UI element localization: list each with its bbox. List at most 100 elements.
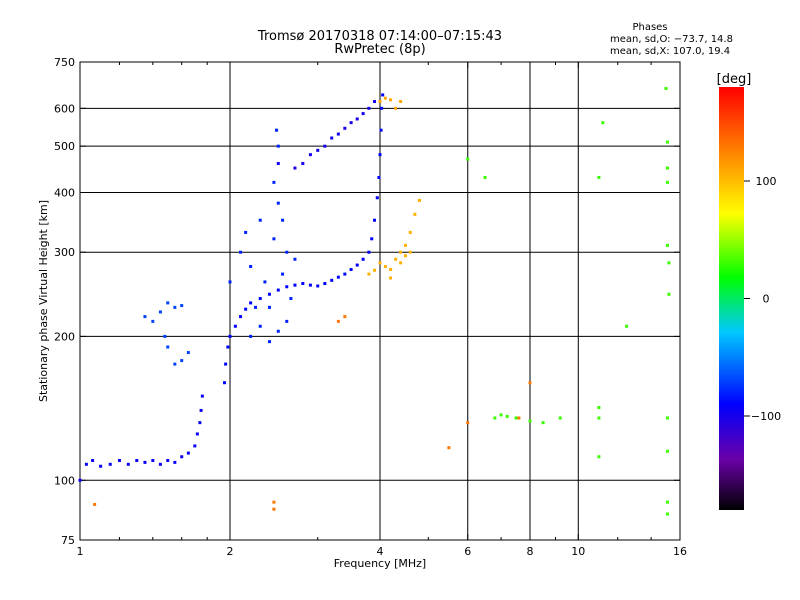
data-point — [173, 460, 177, 464]
data-point — [239, 250, 243, 254]
data-point — [166, 458, 170, 462]
data-point — [276, 329, 280, 333]
colorbar-tick-label: −100 — [751, 410, 781, 423]
y-axis-label: Stationary phase Virtual Height [km] — [37, 200, 50, 402]
data-point — [330, 278, 334, 282]
data-point — [228, 334, 232, 338]
data-point — [151, 458, 155, 462]
data-point — [173, 362, 177, 366]
data-point — [528, 381, 532, 385]
data-point — [285, 319, 289, 323]
data-point — [665, 180, 669, 184]
x-tick-label: 8 — [527, 545, 534, 558]
data-point — [253, 305, 257, 309]
data-point — [267, 340, 271, 344]
data-point — [389, 98, 393, 102]
data-point — [380, 106, 384, 110]
data-point — [281, 218, 285, 222]
data-point — [78, 478, 82, 482]
data-point — [601, 121, 605, 125]
data-point — [249, 265, 253, 269]
data-point — [93, 502, 97, 506]
data-point — [263, 280, 267, 284]
data-point — [186, 351, 190, 355]
data-point — [249, 301, 253, 305]
data-point — [375, 196, 379, 200]
data-point — [336, 132, 340, 136]
data-point — [514, 416, 518, 420]
x-tick-label: 1 — [77, 545, 84, 558]
data-point — [349, 121, 353, 125]
y-tick-label: 75 — [61, 534, 75, 547]
data-point — [275, 128, 279, 132]
data-point — [233, 324, 237, 328]
data-point — [108, 462, 112, 466]
data-point — [158, 310, 162, 314]
colorbar-tick-label: 0 — [763, 293, 770, 306]
y-tick-label: 400 — [54, 186, 75, 199]
data-point — [361, 257, 365, 261]
data-point — [173, 305, 177, 309]
data-point — [597, 175, 601, 179]
data-point — [258, 218, 262, 222]
data-point — [91, 458, 95, 462]
data-point — [117, 458, 121, 462]
data-point — [186, 451, 190, 455]
data-point — [517, 416, 521, 420]
colorbar — [719, 87, 744, 510]
data-point — [272, 500, 276, 504]
data-point — [394, 106, 398, 110]
data-point — [343, 126, 347, 130]
data-point — [483, 175, 487, 179]
data-point — [367, 272, 371, 276]
data-point — [394, 257, 398, 261]
data-point — [249, 334, 253, 338]
data-point — [381, 93, 385, 97]
data-point — [308, 283, 312, 287]
data-point — [665, 166, 669, 170]
data-point — [373, 100, 377, 104]
data-point — [180, 455, 184, 459]
data-point — [597, 405, 601, 409]
colorbar-tick-label: 100 — [756, 175, 777, 188]
data-point — [293, 257, 297, 261]
data-point — [308, 153, 312, 157]
series-group — [93, 315, 532, 511]
data-point — [244, 307, 248, 311]
data-point — [166, 345, 170, 349]
chart-subtitle: RwPretec (8p) — [334, 42, 425, 57]
data-point — [126, 462, 130, 466]
data-point — [528, 419, 532, 423]
data-point — [361, 112, 365, 116]
data-point — [180, 359, 184, 363]
series-group — [276, 100, 377, 170]
series-group — [228, 128, 297, 344]
series-group — [378, 96, 403, 110]
series-group — [367, 198, 421, 280]
data-point — [343, 315, 347, 319]
data-point — [399, 261, 403, 265]
chart-title: Tromsø 20170318 07:14:00–07:15:43 — [257, 29, 502, 44]
data-point — [355, 263, 359, 267]
phase-box-o: mean, sd,O: −73.7, 14.8 — [610, 34, 733, 45]
data-point — [349, 268, 353, 272]
data-point — [293, 166, 297, 170]
data-point — [665, 449, 669, 453]
colorbar-ticks: 100 0 −100 — [744, 175, 781, 423]
data-point — [505, 414, 509, 418]
data-point — [665, 512, 669, 516]
data-point — [301, 161, 305, 165]
x-axis-label: Frequency [MHz] — [334, 557, 426, 570]
data-point — [403, 254, 407, 258]
data-point — [383, 96, 387, 100]
data-point — [667, 261, 671, 265]
phase-box-title: Phases — [632, 22, 667, 33]
data-point — [625, 324, 629, 328]
data-point — [665, 243, 669, 247]
series-group — [143, 301, 190, 366]
data-point — [199, 408, 203, 412]
data-point — [293, 283, 297, 287]
data-point — [195, 432, 199, 436]
data-point — [198, 421, 202, 425]
